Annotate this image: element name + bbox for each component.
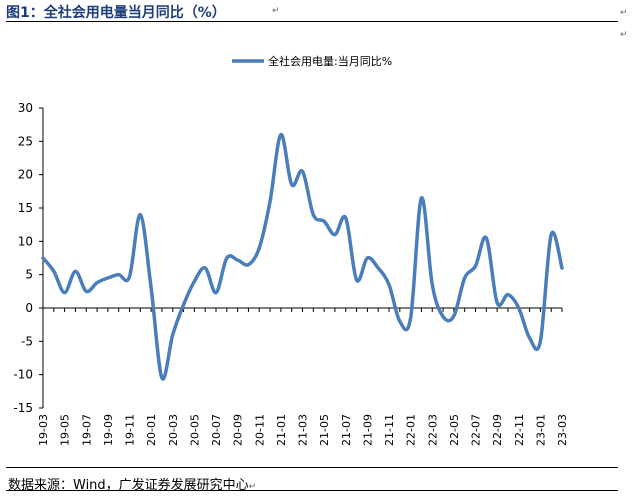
x-axis: 19-03 19-05 19-07 19-09 19-11 20-01 20-03 20-05…: [37, 307, 569, 446]
y-tick-label: 10: [18, 234, 33, 248]
x-tick-label: 20-11: [253, 414, 266, 446]
y-tick-label: -5: [21, 334, 33, 348]
x-tick-label: 20-05: [188, 414, 201, 446]
legend-label: 全社会用电量:当月同比%: [268, 54, 392, 68]
y-tick-label: 5: [25, 268, 33, 282]
x-tick-label: 21-01: [275, 414, 288, 446]
y-tick-label: -10: [13, 368, 33, 382]
x-tick-label: 19-09: [102, 414, 115, 446]
y-tick-label: 15: [18, 201, 33, 215]
figure-title: 图1：全社会用电量当月同比（%）: [6, 5, 226, 21]
x-tick-label: 20-01: [145, 414, 158, 446]
y-tick-label: 20: [18, 168, 33, 182]
paragraph-mark: ↵: [620, 30, 628, 40]
top-rule: [6, 21, 618, 22]
x-tick-label: 21-11: [383, 414, 396, 446]
x-tick-label: 22-01: [405, 414, 418, 446]
x-tick-label: 20-07: [210, 414, 223, 446]
plot-area: [41, 132, 564, 381]
x-tick-label: 19-03: [37, 414, 50, 446]
x-tick-label: 22-07: [470, 414, 483, 446]
series-line: [41, 132, 564, 381]
footer-rule: [6, 490, 618, 491]
paragraph-mark: ↵: [272, 6, 280, 16]
y-tick-label: 30: [18, 101, 33, 115]
x-tick-label: 22-11: [513, 414, 526, 446]
y-tick-label: 0: [25, 301, 33, 315]
paragraph-mark: ↵: [620, 8, 628, 18]
x-tick-label: 23-03: [556, 414, 569, 446]
x-tick-label: 22-09: [491, 414, 504, 446]
y-tick-label: -15: [13, 401, 33, 415]
x-tick-label: 19-11: [124, 414, 137, 446]
source-note: 数据来源：Wind，广发证券发展研究中心↵: [8, 474, 256, 493]
legend: 全社会用电量:当月同比%: [232, 54, 392, 68]
y-axis: -15 -10 -5 0 5 10 15 20 25 30: [13, 101, 44, 415]
x-tick-label: 22-03: [426, 414, 439, 446]
x-tick-label: 21-03: [297, 414, 310, 446]
x-tick-label: 21-05: [318, 414, 331, 446]
y-tick-label: 25: [18, 134, 33, 148]
x-tick-label: 21-07: [340, 414, 353, 446]
x-tick-label: 20-03: [167, 414, 180, 446]
x-tick-label: 23-01: [534, 414, 547, 446]
bottom-rule: [6, 467, 618, 468]
x-tick-label: 22-05: [448, 414, 461, 446]
x-tick-label: 20-09: [232, 414, 245, 446]
paragraph-mark: ↵: [248, 482, 257, 492]
x-tick-label: 19-05: [59, 414, 72, 446]
x-tick-label: 19-07: [80, 414, 93, 446]
source-text: 数据来源：Wind，广发证券发展研究中心: [8, 478, 249, 493]
x-tick-label: 21-09: [361, 414, 374, 446]
